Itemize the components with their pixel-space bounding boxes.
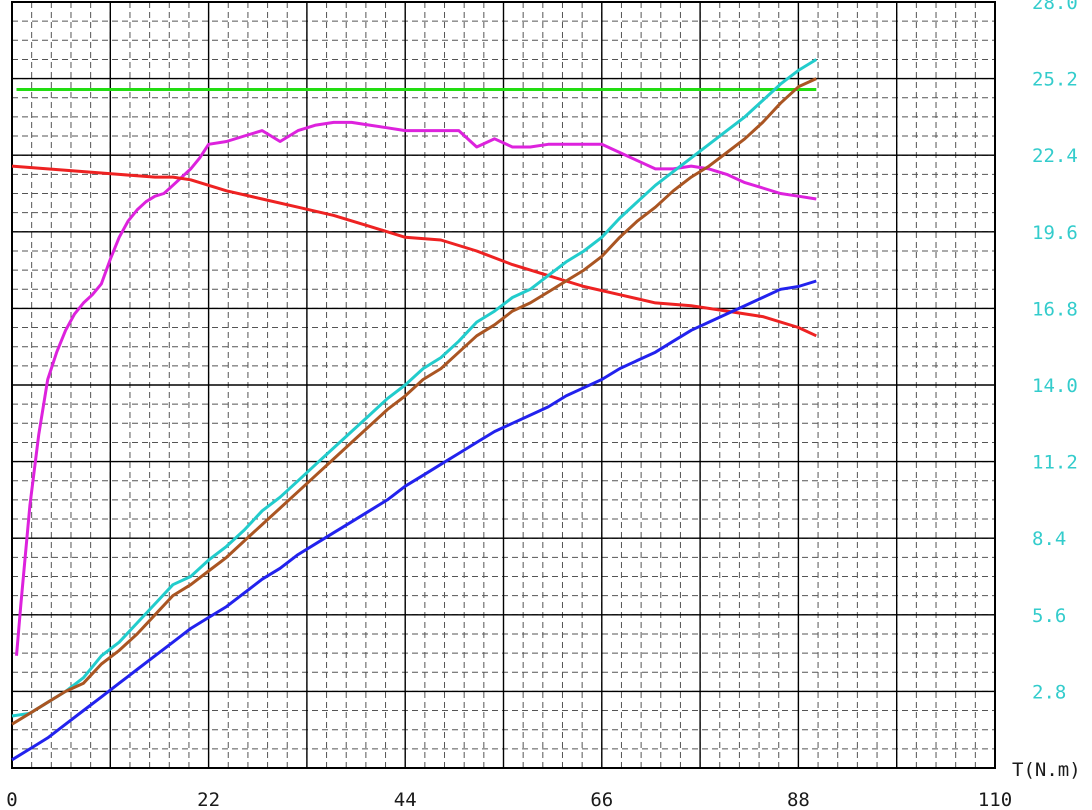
x-tick-label: 0 (6, 789, 17, 810)
series-layer (11, 58, 818, 762)
series-line-brown (11, 77, 817, 726)
plot-frame (11, 1, 996, 769)
y-tick-label: 5.6 (1032, 605, 1066, 627)
y-tick-label: 14.0 (1032, 375, 1078, 397)
y-tick-label: 25.2 (1032, 69, 1078, 91)
x-tick-label: 44 (394, 789, 417, 810)
x-tick-labels: 0 22 44 66 88 110 (6, 789, 1012, 810)
y-tick-label: 19.6 (1032, 222, 1078, 244)
y-tick-label: 28.0 (1032, 0, 1078, 14)
y-tick-label: 2.8 (1032, 681, 1066, 703)
x-tick-label: 88 (787, 789, 810, 810)
series-line-red (11, 164, 817, 338)
y-tick-labels: 2.8 5.6 8.4 11.2 14.0 16.8 19.6 22.4 25.2 28.0 (1032, 0, 1078, 703)
y-tick-label: 11.2 (1032, 452, 1078, 474)
series-line-cyan (11, 58, 818, 718)
series-line-magenta (15, 120, 817, 656)
y-tick-label: 22.4 (1032, 145, 1078, 167)
x-tick-label: 66 (590, 789, 613, 810)
x-tick-label: 22 (197, 789, 220, 810)
x-axis-title: T(N.m) (1012, 759, 1081, 781)
series-line-blue (11, 279, 817, 762)
y-tick-label: 8.4 (1032, 528, 1066, 550)
y-tick-label: 16.8 (1032, 298, 1078, 320)
x-tick-label: 110 (978, 789, 1012, 810)
